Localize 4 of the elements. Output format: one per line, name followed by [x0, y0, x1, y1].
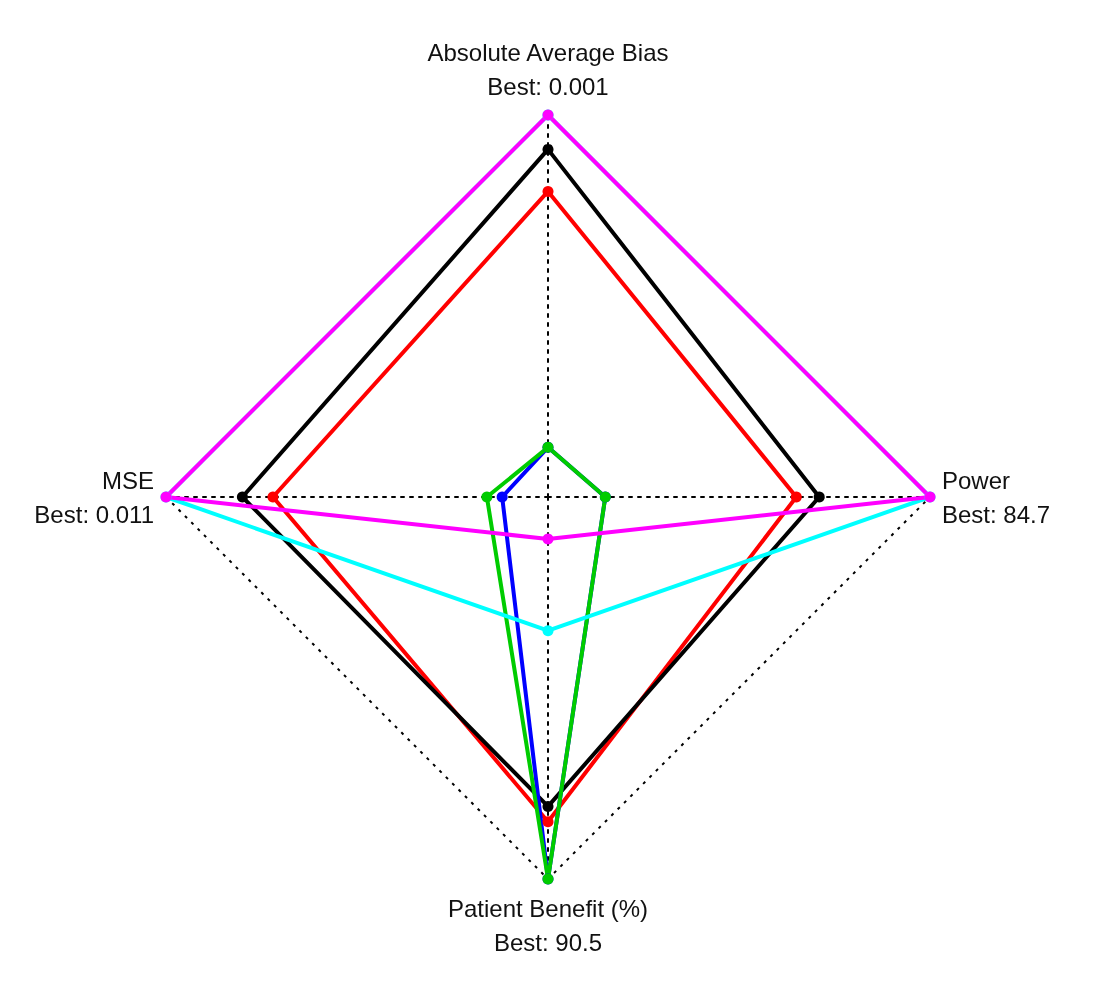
spoke-label: Absolute Average Bias Best: 0.001	[427, 38, 669, 100]
spoke-label: Power Best: 84.7	[942, 466, 1051, 528]
spoke-label: Patient Benefit (%) Best: 90.5	[447, 894, 649, 956]
spoke-label: MSE Best: 0.011	[34, 466, 154, 528]
